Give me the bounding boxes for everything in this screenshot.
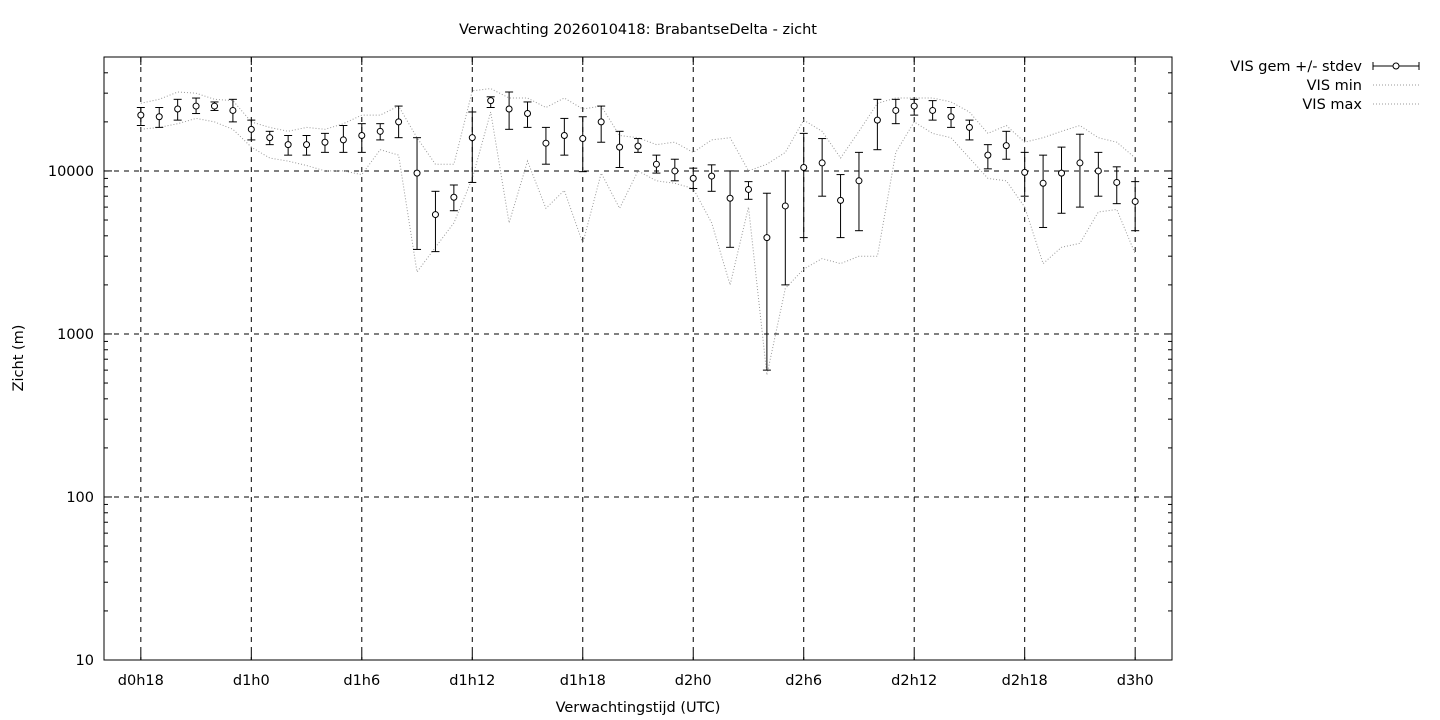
data-point [965,123,973,131]
data-point [763,234,771,242]
data-point [468,134,476,142]
data-point [339,136,347,144]
data-point [450,193,458,201]
data-point [689,174,697,182]
data-point [560,131,568,139]
data-point [1021,168,1029,176]
data-point [873,116,881,124]
data-point [524,110,532,118]
data-point [229,106,237,114]
y-tick-label: 10 [76,653,94,669]
legend-label: VIS gem +/- stdev [1230,59,1362,75]
y-tick-label: 10000 [48,164,94,180]
x-tick-label: d2h18 [1002,673,1048,689]
data-point [910,102,918,110]
data-point [542,139,550,147]
data-point [321,138,329,146]
x-tick-label: d1h0 [233,673,270,689]
x-tick-label: d1h18 [560,673,606,689]
data-point [1094,167,1102,175]
y-tick-label: 100 [66,490,94,506]
data-point [192,102,200,110]
x-tick-label: d3h0 [1117,673,1154,689]
data-point [487,97,495,105]
data-point [266,134,274,142]
data-point [1058,169,1066,177]
data-point [984,151,992,159]
data-point [376,127,384,135]
data-point [616,143,624,151]
data-point [1002,142,1010,150]
data-point [431,211,439,219]
data-point [1131,197,1139,205]
data-point [1113,178,1121,186]
grid [104,57,1172,660]
legend-label: VIS max [1302,97,1362,113]
x-tick-label: d2h12 [891,673,937,689]
x-tick-label: d2h6 [785,673,822,689]
data-point [155,113,163,121]
data-point [247,125,255,133]
data-point [505,105,513,113]
data-point [395,118,403,126]
data-point [892,106,900,114]
data-point [800,163,808,171]
data-point [413,169,421,177]
legend: VIS gem +/- stdev VIS min VIS max [1230,59,1420,113]
data-point [744,185,752,193]
data-point [634,142,642,150]
data-point [1039,179,1047,187]
axes: d0h18 d1h0 d1h6 d1h12 d1h18 d2h0 d2h6 d2h12 d2h1… [48,56,1172,689]
data-point [818,159,826,167]
series-line-vis-max [140,88,1136,172]
legend-label: VIS min [1307,78,1362,94]
x-axis-label: Verwachtingstijd (UTC) [556,700,721,716]
data-point [947,113,955,121]
data-point [855,177,863,185]
x-tick-label: d1h12 [449,673,495,689]
data-point [929,106,937,114]
y-axis-label: Zicht (m) [11,325,27,392]
data-point [781,202,789,210]
x-tick-label: d0h18 [118,673,164,689]
data-point [652,160,660,168]
data-point [671,167,679,175]
data-point [708,172,716,180]
y-tick-label: 1000 [57,327,94,343]
data-point [726,194,734,202]
data-point [210,102,218,110]
legend-marker [1392,62,1400,70]
data-point [284,141,292,149]
series-line-vis-min [140,111,1136,376]
data-point [837,196,845,204]
series-layer [136,88,1140,376]
data-point [597,118,605,126]
x-tick-label: d1h6 [343,673,380,689]
data-point [358,131,366,139]
data-point [137,111,145,119]
data-point [579,135,587,143]
plot-frame [103,56,1173,661]
data-point [174,105,182,113]
data-point [303,141,311,149]
chart-title: Verwachting 2026010418: BrabantseDelta -… [459,22,817,38]
x-tick-label: d2h0 [675,673,712,689]
data-point [1076,159,1084,167]
